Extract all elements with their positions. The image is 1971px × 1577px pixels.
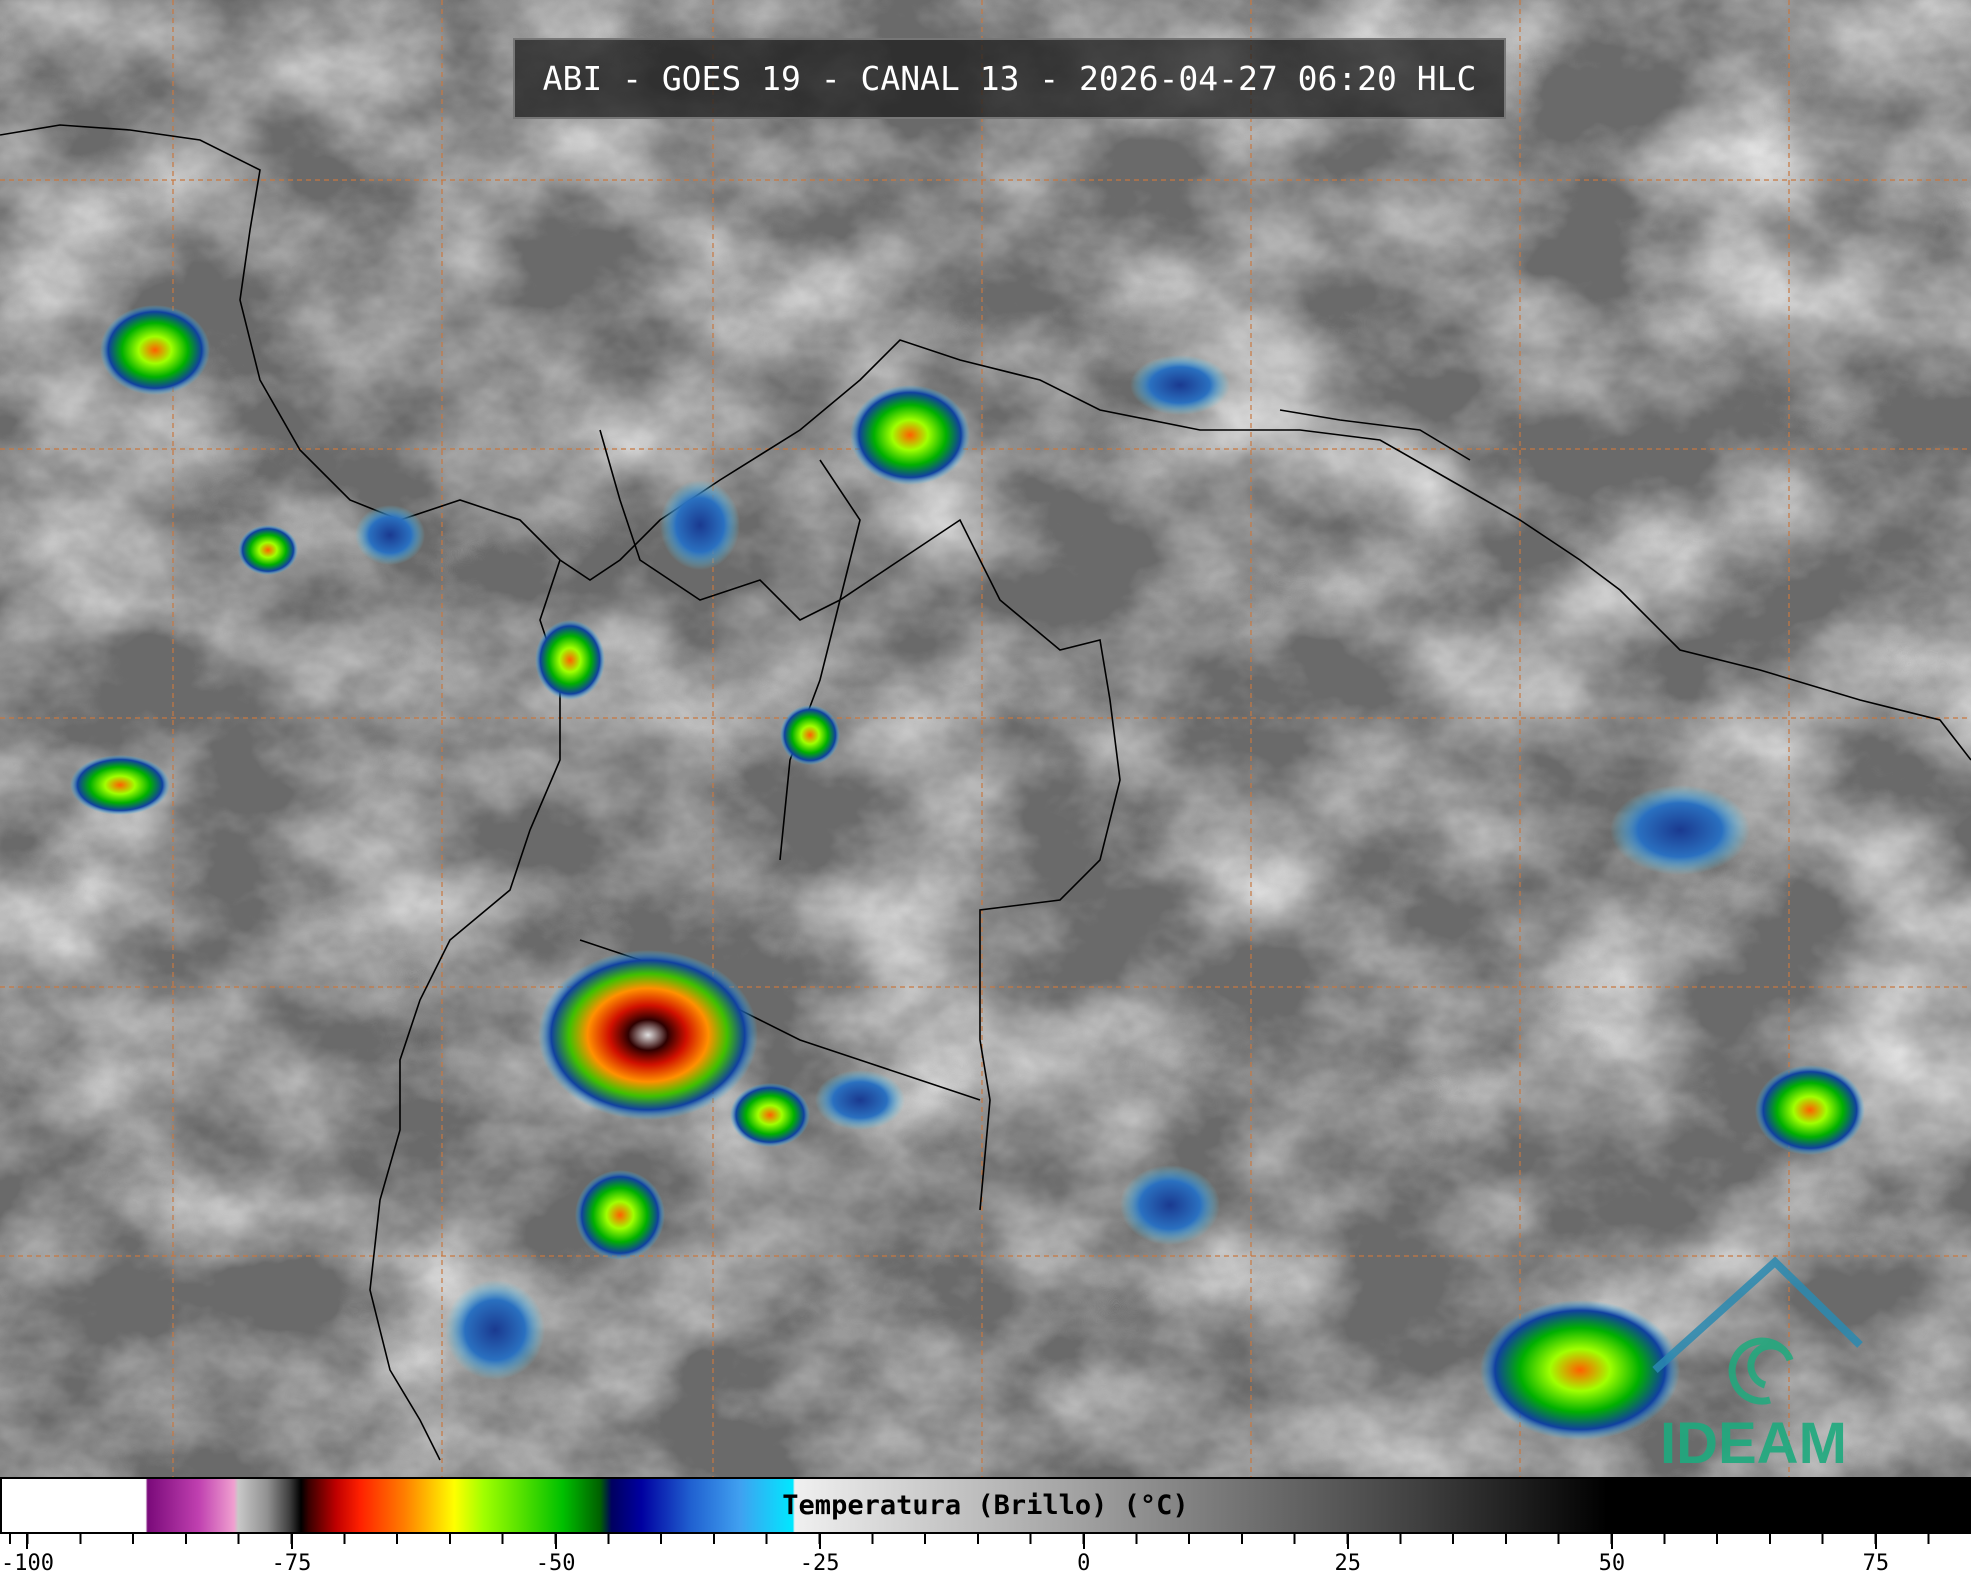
tick-mark (554, 1534, 557, 1549)
tick-label: -100 (0, 1551, 54, 1576)
tick-mark (1610, 1534, 1613, 1549)
logo-text: IDEAM (1660, 1411, 1847, 1476)
colorbar-minor-ticks (0, 1534, 1971, 1544)
map-title: ABI - GOES 19 - CANAL 13 - 2026-04-27 06… (513, 38, 1506, 119)
tick-label: -25 (799, 1551, 840, 1576)
colorbar-axis: -100 -75 -50 -25 0 25 50 75 (0, 1534, 1971, 1577)
tick-label: 0 (1077, 1551, 1091, 1576)
tick-label: 25 (1334, 1551, 1362, 1576)
tick-label: 75 (1862, 1551, 1890, 1576)
tick-mark (26, 1534, 29, 1549)
tick-mark (1346, 1534, 1349, 1549)
colorbar (0, 1477, 1971, 1534)
colorbar-label: Temperatura (Brillo) (°C) (782, 1490, 1189, 1521)
tick-mark (1082, 1534, 1085, 1549)
tick-mark (818, 1534, 821, 1549)
satellite-map (0, 0, 1971, 1477)
tick-label: 50 (1598, 1551, 1626, 1576)
tick-mark (290, 1534, 293, 1549)
tick-mark (1874, 1534, 1877, 1549)
tick-label: -75 (271, 1551, 312, 1576)
tick-label: -50 (535, 1551, 576, 1576)
